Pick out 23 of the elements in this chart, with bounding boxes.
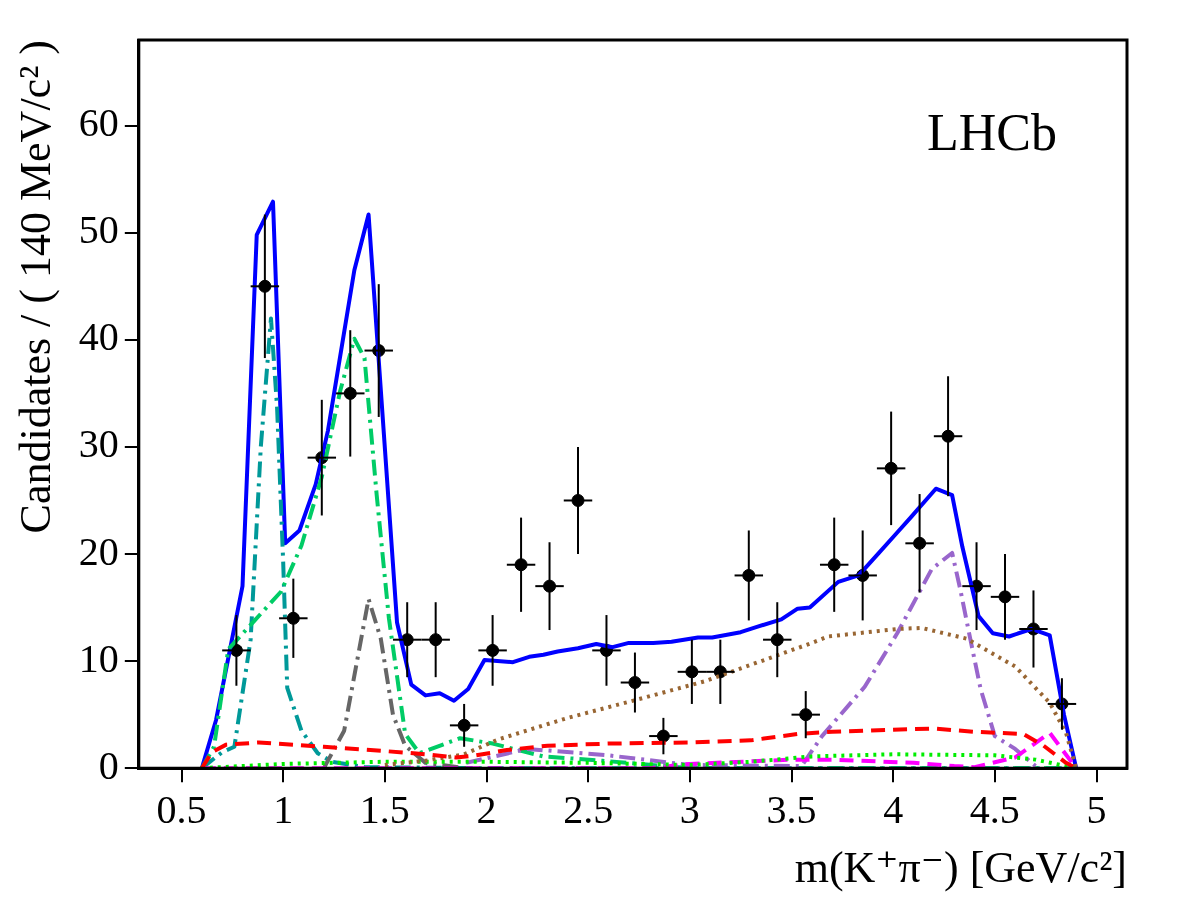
annotation: LHCb [927,103,1057,161]
x-tick-label: 3 [679,786,700,832]
x-tick-label: 1 [273,786,294,832]
x-tick-label: 2 [476,786,497,832]
x-tick-label: 0.5 [156,786,207,832]
y-axis-title: Candidates / ( 140 MeV/c² ) [10,40,60,534]
y-tick-label: 20 [78,528,119,574]
line-series [321,597,469,769]
line-series [382,625,1079,769]
y-tick-label: 40 [78,314,119,360]
x-axis-title: m(K⁺π⁻) [GeV/c²] [794,843,1127,893]
x-tick-label: 3.5 [766,786,817,832]
y-tick-label: 0 [98,742,119,788]
x-tick-label: 2.5 [563,786,614,832]
x-tick-label: 5 [1086,786,1107,832]
y-tick-label: 50 [78,207,119,253]
y-tick-label: 30 [78,421,119,467]
x-tick-label: 4.5 [969,786,1020,832]
line-series [464,550,1038,769]
y-tick-label: 10 [78,635,119,681]
x-tick-label: 1.5 [359,786,410,832]
x-tick-label: 4 [883,786,904,832]
y-tick-label: 60 [78,100,119,146]
